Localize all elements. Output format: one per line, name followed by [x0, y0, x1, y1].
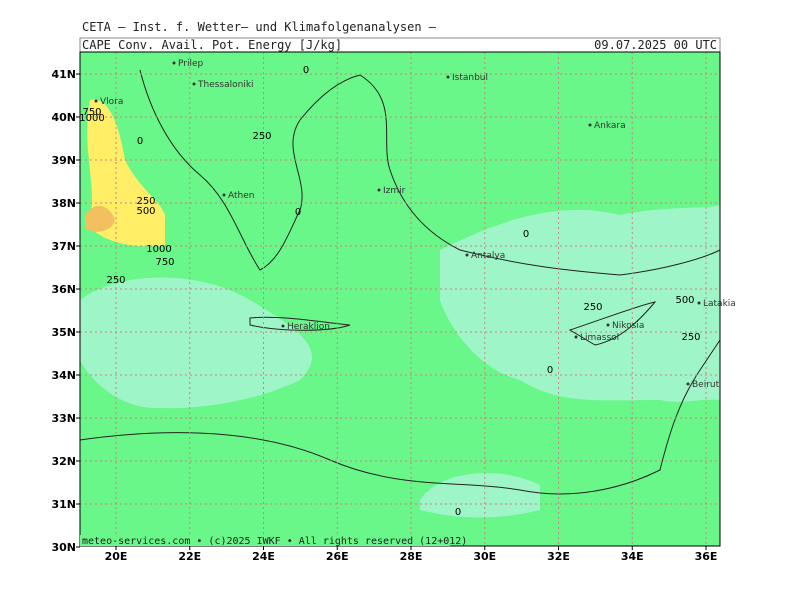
contour-label: 0: [295, 207, 301, 218]
place-name: Heraklion: [287, 322, 330, 332]
contour-label: 500: [675, 295, 694, 306]
lat-label: 33N: [51, 412, 76, 425]
contour-label: 1000: [146, 244, 171, 255]
lat-label: 40N: [51, 111, 76, 124]
place-dot: [465, 253, 469, 257]
lon-label: 32E: [547, 550, 570, 563]
place-dot: [686, 382, 690, 386]
lat-label: 35N: [51, 326, 76, 339]
lat-label: 39N: [51, 154, 76, 167]
light-area: [440, 205, 720, 402]
place-name: Latakia: [703, 299, 736, 309]
place-name: Ankara: [594, 121, 626, 131]
lon-label: 28E: [400, 550, 423, 563]
graticule: [80, 52, 720, 546]
lon-label: 20E: [105, 550, 128, 563]
contour-label: 0: [137, 136, 143, 147]
orange-area: [85, 205, 115, 232]
place-name: Istanbul: [452, 73, 488, 83]
light-area: [80, 277, 312, 409]
lon-label: 24E: [252, 550, 275, 563]
land-area: [280, 60, 720, 166]
lon-label: 34E: [621, 550, 644, 563]
contour-label: 0: [547, 365, 553, 376]
place-name: Nikosia: [612, 321, 644, 331]
lat-label: 36N: [51, 283, 76, 296]
contour-label: 250: [681, 332, 700, 343]
contour-label: 1000: [79, 113, 104, 124]
place-name: Prilep: [178, 59, 204, 69]
contour-label: 250: [106, 275, 125, 286]
lon-label: 30E: [473, 550, 496, 563]
footer-bg: [80, 535, 450, 546]
place-name: Antalya: [471, 251, 505, 261]
place-dot: [606, 323, 610, 327]
place-name: Thessaloniki: [197, 80, 254, 90]
lat-label: 31N: [51, 498, 76, 511]
place-dot: [222, 193, 226, 197]
contour-label: 750: [82, 107, 101, 118]
place-name: Athen: [228, 191, 254, 201]
contour-label: 250: [252, 131, 271, 142]
place-dot: [94, 99, 98, 103]
contour-label: 0: [523, 229, 529, 240]
place-name: Beirut: [692, 380, 720, 390]
contour-label: 750: [155, 257, 174, 268]
place-dot: [172, 61, 176, 65]
place-dot: [446, 75, 450, 79]
place-dot: [192, 82, 196, 86]
contour-label: 0: [303, 65, 309, 76]
date-label: 09.07.2025 00 UTC: [594, 38, 717, 52]
contour-label: 250: [583, 302, 602, 313]
footer-credit: meteo-services.com • (c)2025 IWKF • All …: [82, 536, 467, 547]
place-name: Vlora: [100, 97, 123, 107]
lat-label: 38N: [51, 197, 76, 210]
place-name: Izmir: [383, 186, 406, 196]
contour-label: 500: [136, 206, 155, 217]
place-dot: [697, 301, 701, 305]
place-dot: [377, 188, 381, 192]
lon-label: 22E: [178, 550, 201, 563]
place-dot: [281, 324, 285, 328]
coastlines: [79, 69, 721, 495]
place-dot: [588, 123, 592, 127]
lat-label: 34N: [51, 369, 76, 382]
place-dot: [574, 335, 578, 339]
map-area: Prilep Thessaloniki Vlora Athen Izmir Istanbu…: [79, 52, 736, 546]
source-title: CETA — Inst. f. Wetter— und Klimafolgena…: [82, 20, 437, 34]
place-name: Limassol: [580, 333, 619, 343]
lat-label: 37N: [51, 240, 76, 253]
lat-label: 32N: [51, 455, 76, 468]
contour-label: 0: [455, 507, 461, 518]
lat-label: 41N: [51, 68, 76, 81]
lon-label: 36E: [695, 550, 718, 563]
lon-label: 26E: [326, 550, 349, 563]
variable-title: CAPE Conv. Avail. Pot. Energy [J/kg]: [82, 38, 342, 52]
lat-label: 30N: [51, 541, 76, 554]
contour-label: 250: [136, 196, 155, 207]
